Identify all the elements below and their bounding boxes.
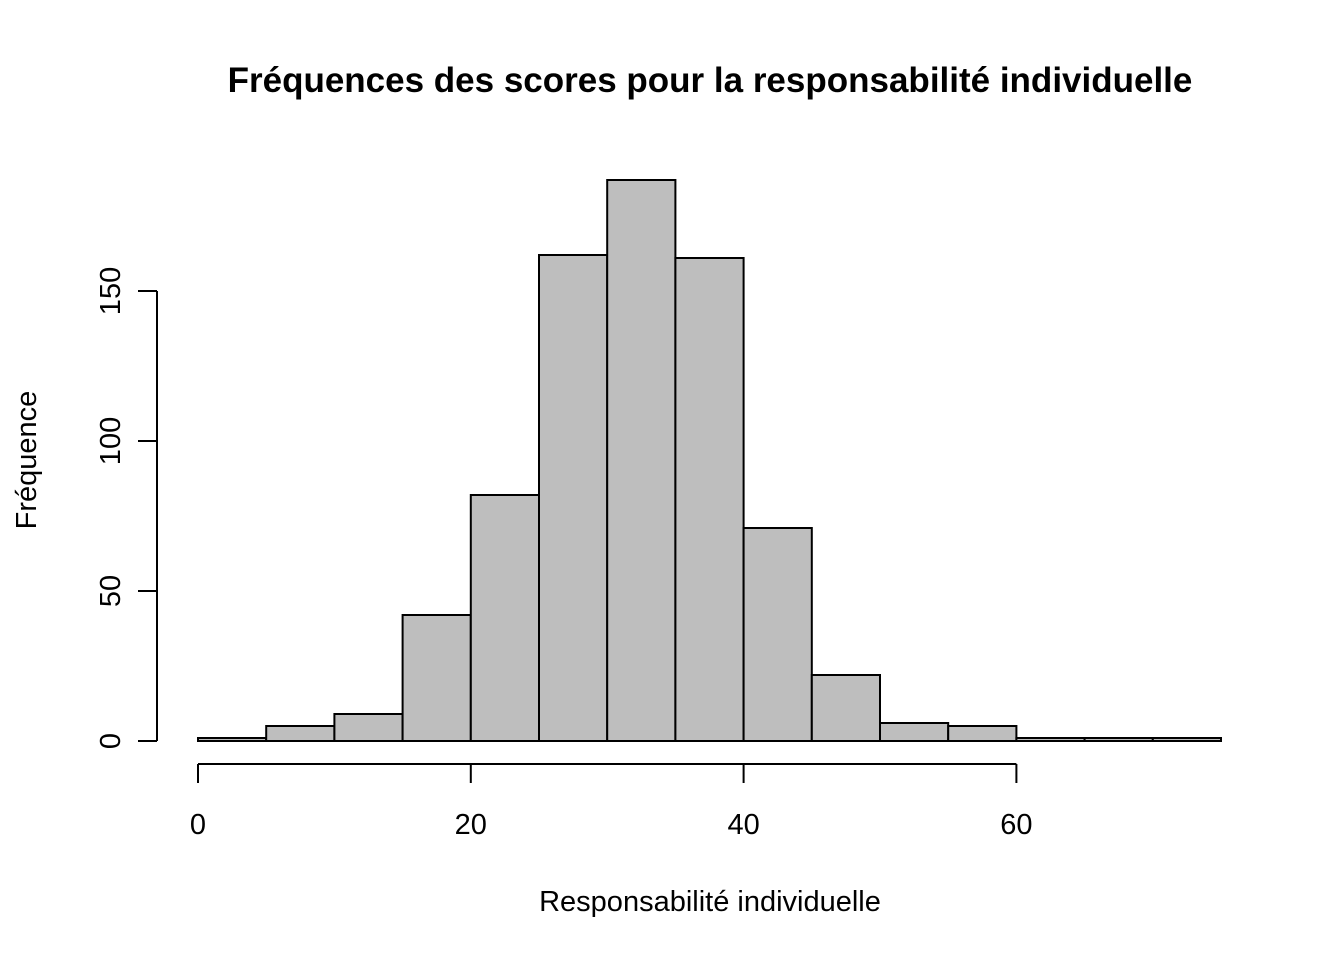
histogram-bar — [538, 254, 609, 742]
y-axis-label: Fréquence — [11, 391, 43, 530]
bars-group — [197, 179, 1223, 742]
histogram-bar — [197, 737, 268, 742]
histogram-bar — [1015, 737, 1086, 742]
y-tick-label: 0 — [95, 733, 127, 749]
histogram-bar — [333, 713, 404, 742]
chart-title: Fréquences des scores pour la responsabi… — [228, 61, 1193, 100]
histogram-bar — [265, 725, 336, 742]
x-tick-label: 20 — [455, 809, 487, 841]
histogram-bar — [742, 527, 813, 742]
histogram-bar — [674, 257, 745, 742]
x-axis-label: Responsabilité individuelle — [539, 886, 881, 918]
y-tick-label: 150 — [95, 267, 127, 315]
y-axis: 0 50 100 150 — [95, 267, 158, 749]
y-tick-label: 100 — [95, 417, 127, 465]
histogram-bar — [947, 725, 1018, 742]
histogram-bar — [1151, 737, 1223, 742]
x-tick-label: 40 — [727, 809, 759, 841]
y-tick-label: 50 — [95, 575, 127, 607]
x-axis: 0 20 40 60 — [190, 763, 1033, 841]
histogram-bar — [879, 722, 950, 742]
x-tick-label: 0 — [190, 809, 206, 841]
histogram-bar — [810, 674, 881, 742]
histogram-bar — [469, 494, 540, 742]
histogram-bar — [606, 179, 677, 742]
x-tick-label: 60 — [1000, 809, 1032, 841]
histogram-bar — [1083, 737, 1154, 742]
histogram-bar — [401, 614, 472, 742]
